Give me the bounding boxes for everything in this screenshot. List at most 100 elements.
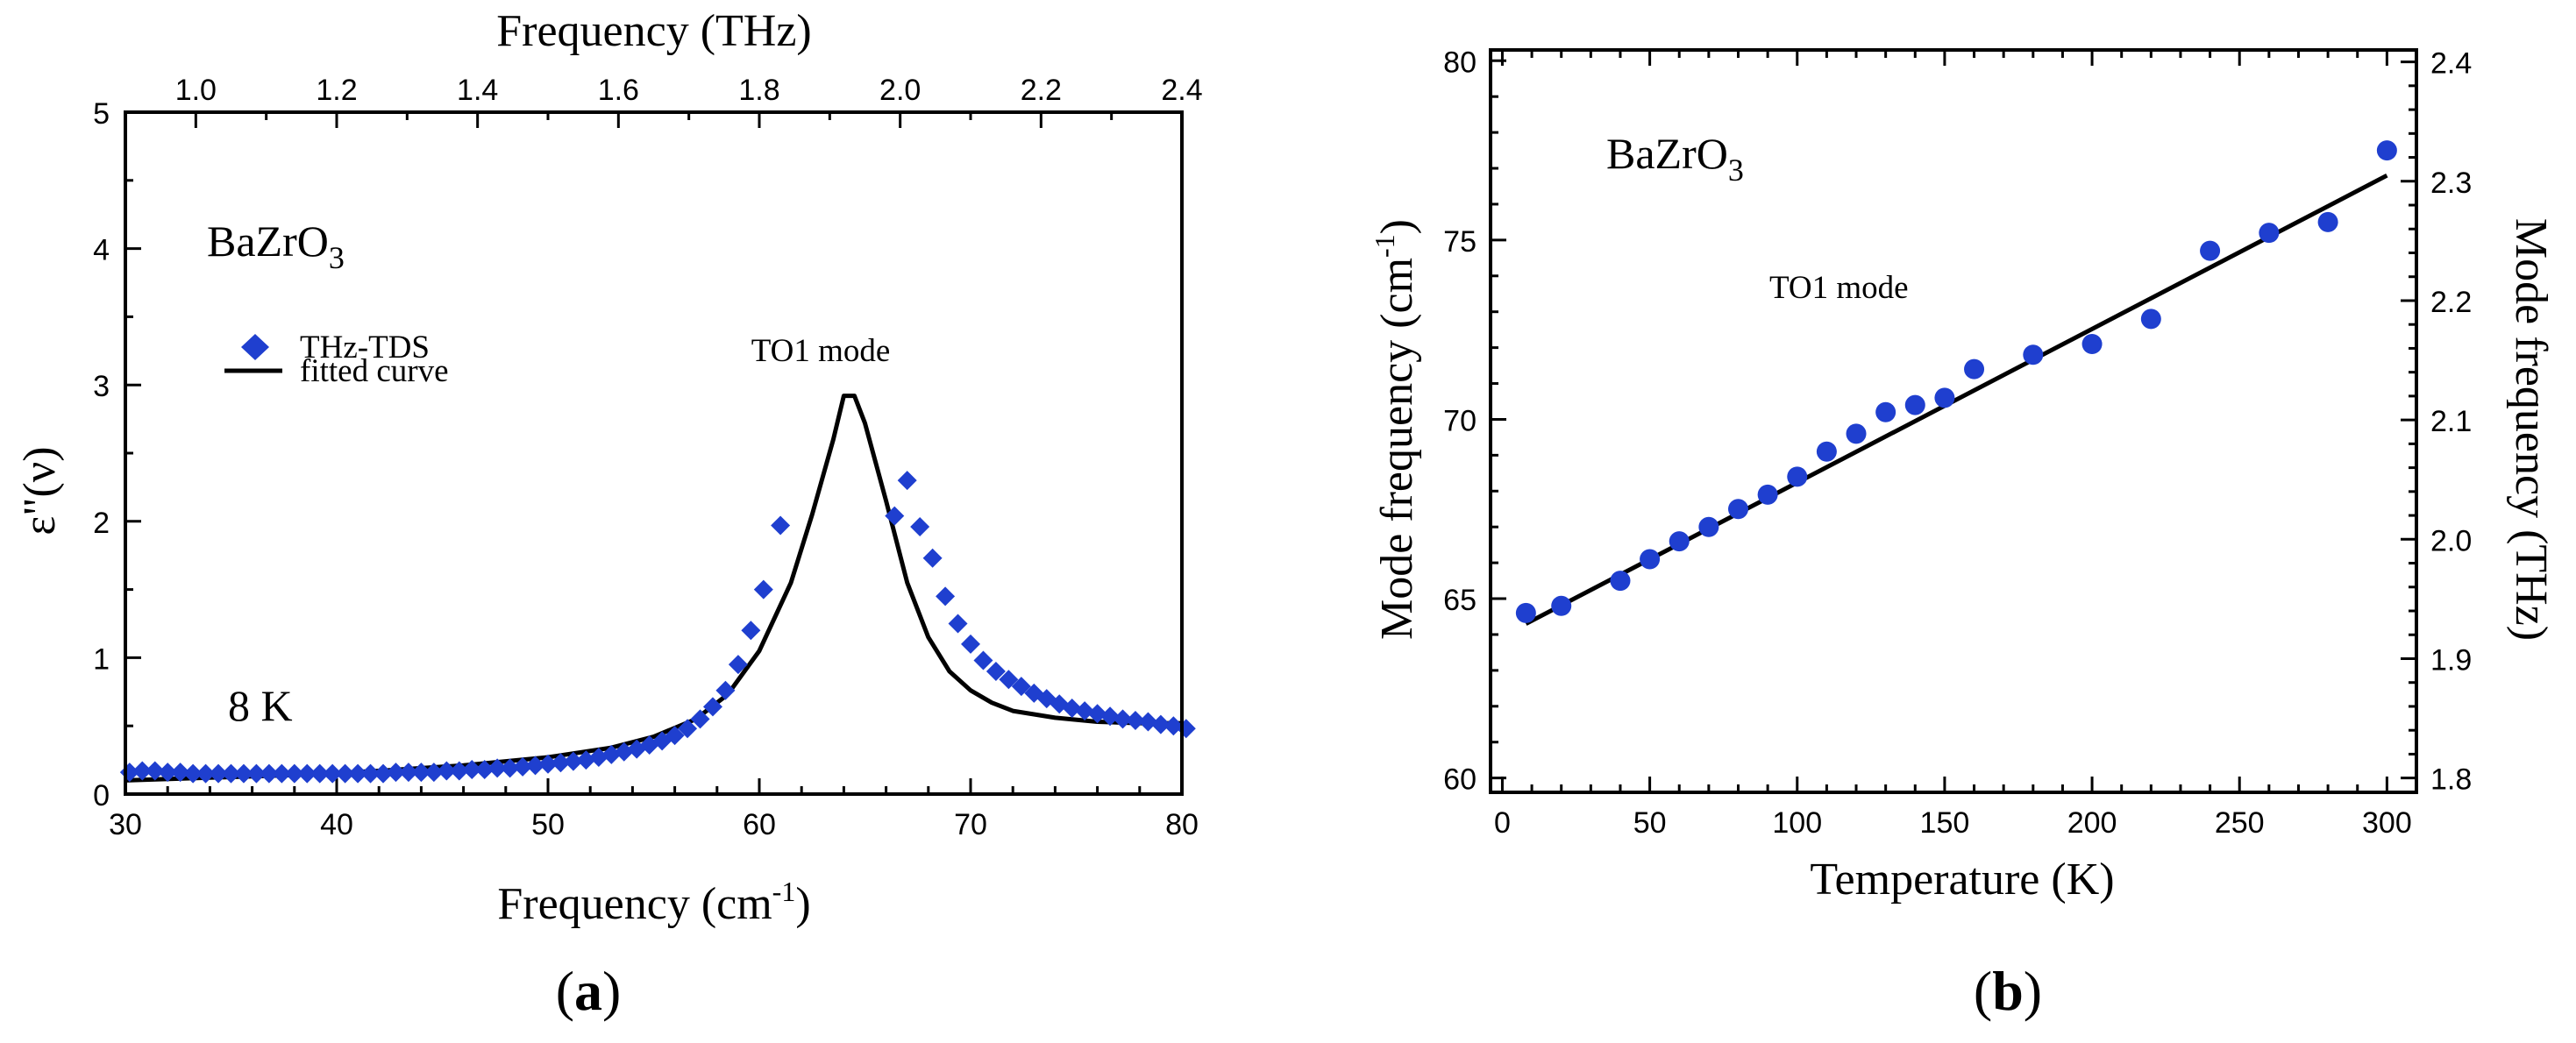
panel-a-data-point — [170, 763, 190, 783]
panel-a-top-tick-label: 1.6 — [598, 74, 639, 107]
panel-b-data-point — [1934, 387, 1955, 408]
panel-b-x-tick-label: 250 — [2215, 806, 2265, 840]
panel-a-y-tick-label: 1 — [93, 642, 110, 676]
panel-b-y-tick-label: 80 — [1443, 46, 1477, 79]
panel-b-label: (b) — [1974, 960, 2042, 1022]
panel-a-data-point — [474, 759, 495, 779]
panel-b-data-point — [2259, 223, 2280, 244]
panel-a-data-point — [487, 758, 508, 778]
panel-b-data-point — [1757, 484, 1778, 505]
panel-b-data-point — [1846, 423, 1867, 444]
panel-a-y-tick-label: 2 — [93, 507, 110, 540]
panel-a-data-point — [158, 763, 178, 783]
panel-a-data-point — [753, 579, 773, 600]
panel-a-data-point — [897, 471, 917, 491]
panel-b-left-ticks: 60 65 70 75 80 — [1443, 46, 1506, 797]
panel-b-right-tick-label: 2.2 — [2430, 286, 2472, 319]
panel-a-data-point — [437, 761, 457, 781]
panel-b-right-tick-label: 2.1 — [2430, 405, 2472, 438]
panel-a-data-point — [196, 763, 216, 784]
panel-a-data-point — [728, 655, 748, 675]
panel-b-data-point — [1816, 441, 1837, 462]
panel-a-temperature-label: 8 K — [228, 681, 293, 730]
panel-a-data-point — [221, 763, 241, 784]
panel-a-data-point — [1011, 677, 1031, 697]
panel-a-data-point — [588, 747, 608, 767]
panel-a-data-point — [335, 763, 355, 784]
panel-a-data-point — [348, 763, 368, 784]
panel-a-data-point — [986, 661, 1006, 681]
panel-b-y-tick-label: 60 — [1443, 763, 1477, 797]
panel-a-data-point — [525, 756, 545, 776]
panel-b-data-point — [2081, 334, 2103, 355]
panel-b-left-axis-title: Mode frequency (cm-1) — [1369, 219, 1422, 640]
panel-a-data-point — [323, 763, 343, 784]
panel-a-bottom-axis-title: Frequency (cm-1) — [497, 876, 810, 929]
panel-a-top-tick-label: 1.0 — [175, 74, 217, 107]
panel-b-data-point — [1640, 549, 1661, 570]
panel-a-data-point — [209, 763, 229, 784]
panel-a-data-point — [1100, 706, 1121, 727]
panel-a-data-point — [272, 763, 292, 784]
panel-b-data-point — [1698, 516, 1719, 537]
panel-a-data-point — [374, 763, 394, 784]
panel-a-data-point — [246, 763, 267, 784]
panel-a-data-point — [910, 517, 930, 537]
panel-a-data-point — [284, 763, 304, 784]
panel-a-data-point — [386, 763, 406, 783]
panel-a-data-point — [1125, 710, 1145, 730]
panel-a-top-tick-label: 2.4 — [1161, 74, 1202, 107]
panel-a-bottom-ticks: 30 40 50 60 70 80 — [109, 778, 1199, 841]
panel-a-data-point — [449, 761, 469, 781]
panel-b-data-point — [2317, 211, 2338, 232]
panel-a-top-axis-title: Frequency (THz) — [496, 6, 812, 56]
panel-b-x-tick-label: 50 — [1633, 806, 1667, 840]
panel-b-x-tick-label: 100 — [1772, 806, 1822, 840]
panel-b-data-point — [2200, 240, 2221, 261]
panel-a-data-point — [145, 761, 165, 781]
panel-b-data-point — [1669, 531, 1690, 552]
panel-a-label: (a) — [556, 960, 622, 1022]
panel-b-x-tick-label: 150 — [1920, 806, 1970, 840]
panel-b-y-tick-label: 70 — [1443, 404, 1477, 437]
panel-b-fit-line — [1525, 173, 2388, 626]
panel-a-data-point — [1075, 701, 1095, 721]
panel-a-data-point — [715, 680, 736, 700]
panel-a-data-point — [614, 741, 634, 762]
panel-b-plot-frame — [1489, 48, 2418, 794]
panel-a-top-tick-label: 1.4 — [457, 74, 498, 107]
panel-a-fitted-curve — [125, 394, 1182, 783]
panel-a-data-point — [310, 763, 330, 784]
panel-a-data-point — [462, 759, 482, 779]
panel-a-data-point — [999, 670, 1019, 690]
panel-a-data-point — [678, 719, 698, 739]
panel-b-data-point — [1610, 571, 1631, 592]
panel-a-data-point — [690, 709, 710, 729]
panel-a-top-tick-label: 1.8 — [738, 74, 779, 107]
panel-a-data-point — [665, 726, 685, 746]
panel-b: 0 50 100 150 200 250 300 60 65 70 75 80 1.8 1.9 2.0 2… — [1369, 46, 2556, 1022]
panel-a-y-tick-label: 0 — [93, 779, 110, 812]
panel-a-mode-label: TO1 mode — [751, 333, 891, 369]
panel-a-data-point — [576, 750, 596, 770]
panel-b-data-point — [1964, 358, 1985, 380]
panel-a-data-point — [513, 756, 533, 777]
panel-a-data-points — [119, 471, 1196, 784]
panel-b-data-point — [2023, 344, 2044, 365]
panel-a-data-point — [500, 758, 520, 778]
panel-a-x-tick-label: 80 — [1165, 808, 1199, 841]
panel-a-data-point — [973, 650, 993, 670]
panel-b-data-point — [1904, 394, 1925, 415]
panel-b-x-tick-label: 200 — [2067, 806, 2117, 840]
panel-b-y-tick-label: 65 — [1443, 584, 1477, 617]
panel-b-fit-line-group — [1525, 173, 2388, 626]
panel-a-x-tick-label: 30 — [109, 808, 142, 841]
panel-b-bottom-axis-title: Temperature (K) — [1810, 855, 2114, 905]
panel-a-data-point — [702, 697, 722, 717]
panel-a-data-point — [948, 614, 968, 634]
panel-a-data-point — [961, 634, 980, 654]
panel-a-data-point — [1087, 704, 1107, 724]
panel-a-data-point — [771, 515, 791, 536]
panel-a-data-point — [1113, 709, 1133, 729]
panel-b-data-point — [1875, 401, 1896, 422]
